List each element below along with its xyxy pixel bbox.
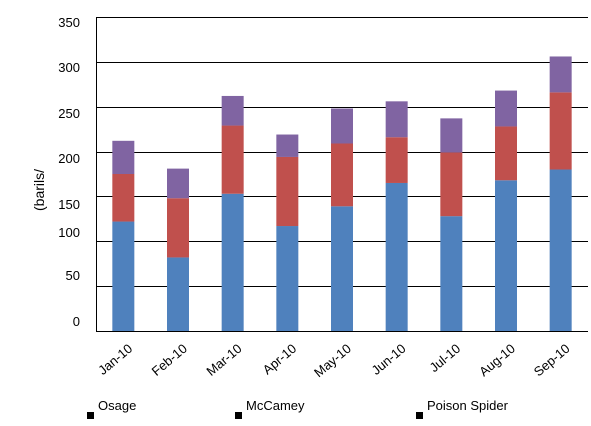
y-tick-label: 50	[66, 268, 80, 283]
bar-segment-mccamey	[495, 126, 517, 181]
bar-segment-osage	[167, 257, 189, 331]
y-tick-label: 100	[58, 225, 80, 240]
x-tick-label: Feb-10	[149, 341, 190, 379]
y-tick-label: 150	[58, 197, 80, 212]
bar-segment-poison-spider	[167, 168, 189, 199]
bar-segment-osage	[331, 206, 353, 331]
y-tick-labels: 0 50 100 150 200 250 300 350	[58, 15, 80, 329]
bars	[112, 56, 572, 331]
bar-segment-poison-spider	[112, 140, 135, 174]
bar-segment-poison-spider	[549, 56, 572, 93]
bar-segment-mccamey	[549, 92, 572, 170]
bar-segment-osage	[385, 182, 408, 331]
legend-marker	[416, 412, 423, 419]
legend-label-mccamey: McCamey	[246, 398, 305, 413]
bar-segment-poison-spider	[385, 101, 408, 138]
bar-segment-osage	[276, 226, 299, 331]
bar-segment-mccamey	[112, 174, 135, 222]
bar-segment-osage	[112, 221, 135, 331]
bar-segment-poison-spider	[495, 90, 517, 127]
bar-segment-osage	[440, 216, 463, 331]
y-tick-label: 250	[58, 106, 80, 121]
x-tick-label: Sep-10	[531, 341, 573, 379]
y-axis-label: (barils/	[31, 169, 47, 211]
x-tick-label: Jul-10	[426, 341, 463, 375]
y-tick-label: 350	[58, 15, 80, 30]
legend-marker	[87, 412, 94, 419]
bar-segment-mccamey	[167, 198, 189, 258]
bar-segment-poison-spider	[440, 118, 463, 153]
x-tick-label: Apr-10	[260, 341, 300, 378]
x-tick-label: Jan-10	[95, 341, 135, 378]
bar-segment-osage	[495, 180, 517, 331]
legend-label-poison-spider: Poison Spider	[427, 398, 508, 413]
y-tick-label: 200	[58, 151, 80, 166]
bar-segment-mccamey	[331, 143, 353, 207]
legend-label-osage: Osage	[98, 398, 137, 413]
bar-segment-osage	[221, 193, 244, 331]
bar-segment-osage	[549, 169, 572, 331]
x-tick-labels: Jan-10 Feb-10 Mar-10 Apr-10 May-10 Jun-10 Jul-…	[95, 341, 572, 380]
bar-segment-mccamey	[276, 156, 299, 227]
legend-marker	[235, 412, 242, 419]
y-tick-label: 0	[73, 314, 80, 329]
bar-segment-mccamey	[440, 152, 463, 217]
bar-segment-mccamey	[385, 137, 408, 183]
x-tick-label: May-10	[311, 341, 354, 380]
y-tick-label: 300	[58, 60, 80, 75]
x-tick-label: Aug-10	[476, 341, 518, 379]
x-tick-label: Mar-10	[203, 341, 244, 379]
x-tick-label: Jun-10	[369, 341, 409, 378]
legend: Osage McCamey Poison Spider	[0, 398, 591, 420]
bar-segment-poison-spider	[276, 134, 299, 157]
bar-segment-poison-spider	[221, 95, 244, 126]
bar-segment-poison-spider	[331, 108, 353, 144]
bar-segment-mccamey	[221, 125, 244, 194]
